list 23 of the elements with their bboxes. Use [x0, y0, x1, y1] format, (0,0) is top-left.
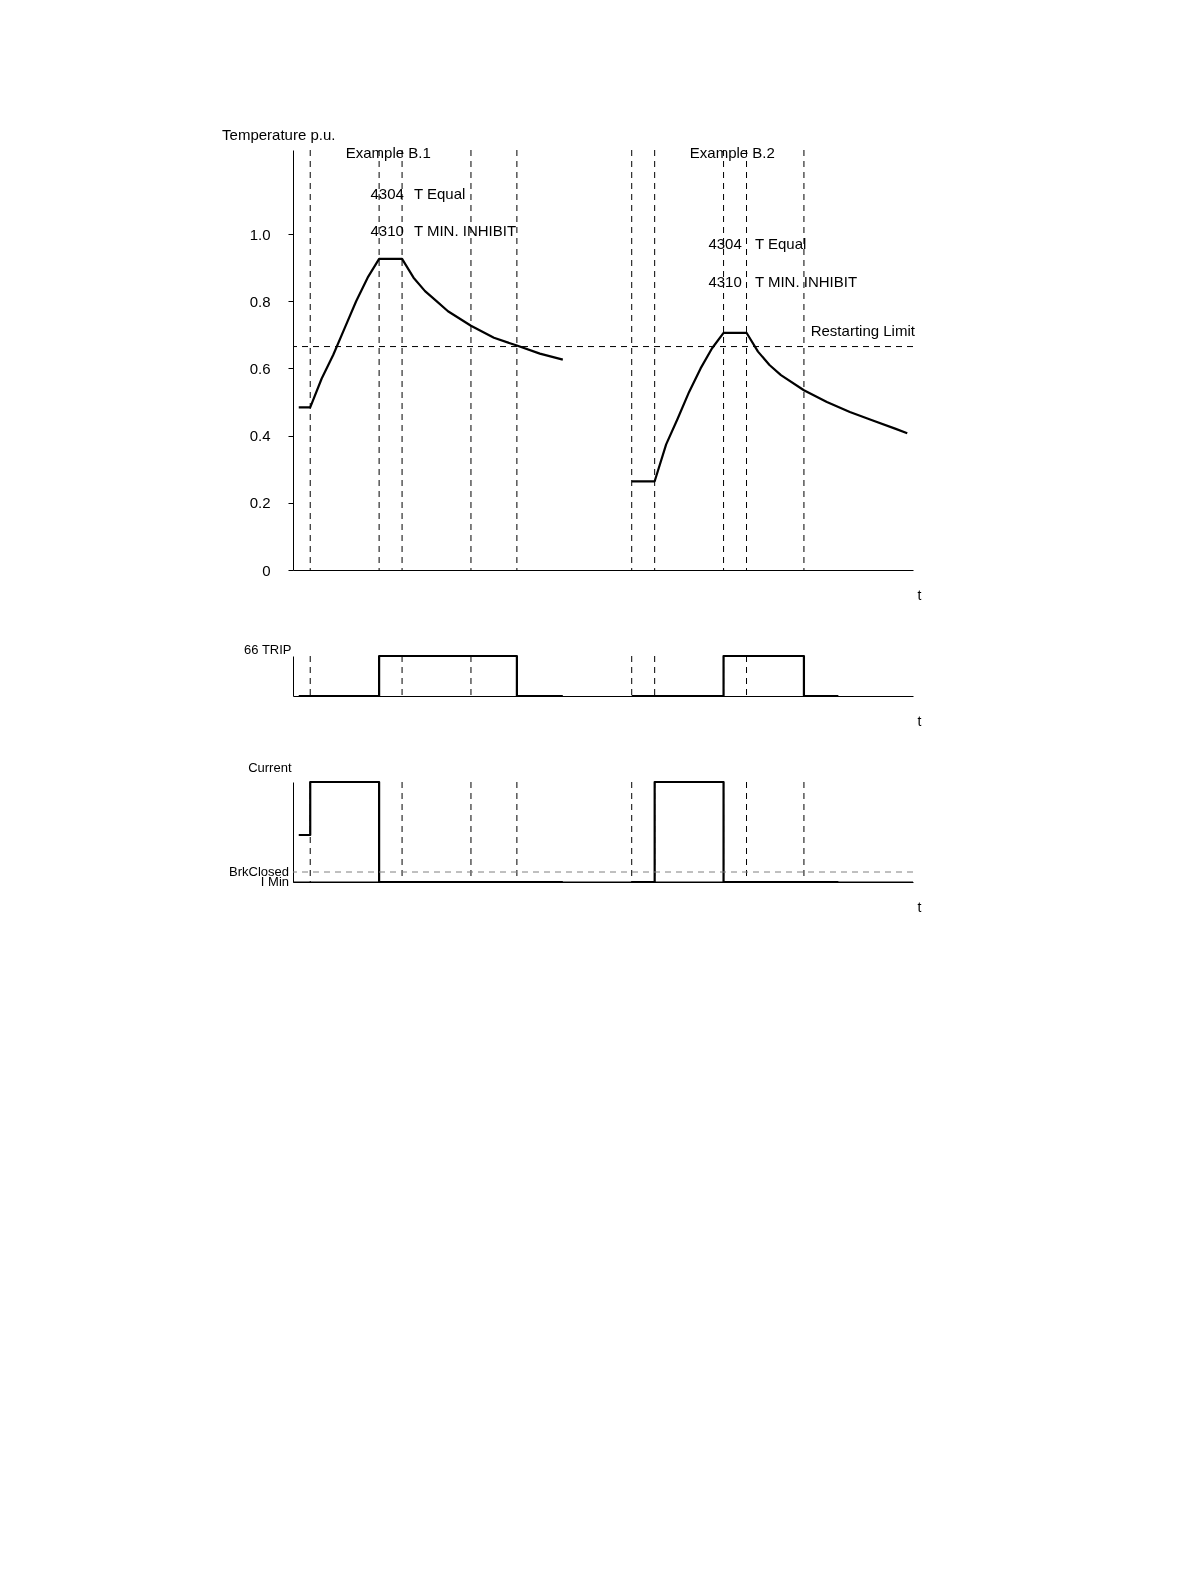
y-tick-label: 0.4	[249, 427, 271, 445]
y-tick-label: 0.6	[249, 359, 271, 377]
y-tick-label: 0	[262, 561, 271, 579]
annotation: Example B.1	[345, 144, 431, 162]
annotation: T Equal	[413, 184, 466, 202]
y-tick-label: 0.2	[249, 494, 271, 512]
x-axis-title: t	[917, 898, 922, 915]
annotation: T Equal	[754, 235, 807, 253]
annotation: Example B.2	[689, 144, 775, 162]
y-axis-title: Current	[248, 759, 292, 775]
y-axis-title: 66 TRIP	[244, 641, 292, 657]
x-axis-title: t	[917, 586, 922, 603]
annotation: T MIN. INHIBIT	[413, 221, 517, 239]
x-axis-title: t	[917, 712, 922, 729]
y-axis-title: Temperature p.u.	[222, 125, 336, 143]
annotation: 4304	[708, 235, 742, 253]
annotation: 4304	[370, 184, 404, 202]
y-tick-label: 1.0	[249, 225, 271, 243]
y-tick-label: 0.8	[249, 292, 271, 310]
ref-line-label: Restarting Limit	[810, 321, 916, 339]
annotation: T MIN. INHIBIT	[754, 272, 858, 290]
annotation: 4310	[708, 272, 742, 290]
annotation: 4310	[370, 221, 404, 239]
